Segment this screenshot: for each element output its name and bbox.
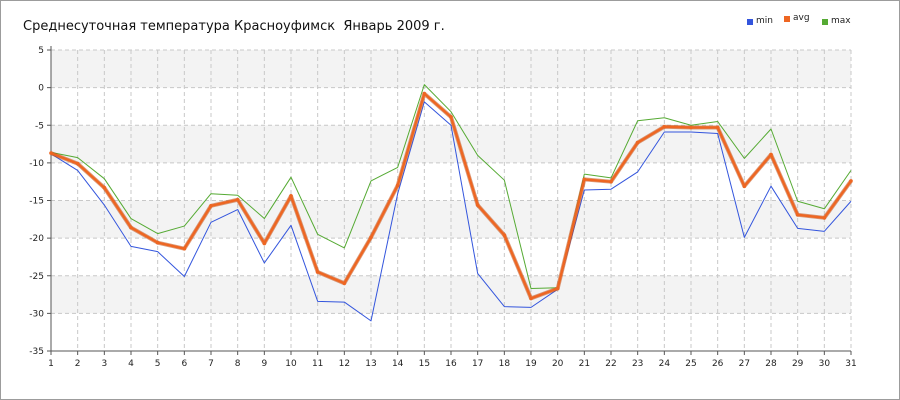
legend-swatch-max [822, 19, 828, 25]
y-tick-label: -35 [29, 347, 44, 357]
y-tick-label: -5 [35, 121, 44, 131]
x-tick-label: 20 [552, 359, 564, 369]
data-point-avg [529, 296, 533, 301]
chart-title: Среднесуточная температура Красноуфимск … [23, 19, 445, 34]
x-tick-label: 6 [181, 359, 187, 369]
x-tick-label: 30 [819, 359, 831, 369]
legend-label-min: min [756, 16, 773, 26]
data-point-avg [582, 177, 587, 182]
x-tick-label: 5 [155, 359, 161, 369]
x-tick-label: 23 [632, 359, 643, 369]
data-point-avg [262, 241, 267, 246]
data-point-avg [182, 246, 187, 251]
legend-swatch-avg [784, 16, 790, 22]
x-tick-label: 1 [48, 359, 54, 369]
x-tick-label: 31 [845, 359, 856, 369]
x-tick-label: 15 [419, 359, 430, 369]
x-tick-label: 19 [525, 359, 537, 369]
data-point-avg [769, 152, 773, 157]
data-point-avg [502, 233, 507, 237]
series-line-max [50, 84, 852, 290]
x-tick-label: 8 [235, 359, 241, 369]
data-point-avg [342, 281, 347, 286]
data-point-avg [555, 286, 560, 291]
legend-label-max: max [831, 16, 851, 26]
data-point-avg [795, 212, 800, 217]
x-tick-label: 7 [208, 359, 214, 369]
x-tick-label: 26 [712, 359, 724, 369]
x-tick-label: 4 [128, 359, 134, 369]
data-point-avg [849, 179, 853, 183]
x-tick-label: 9 [261, 359, 267, 369]
x-tick-label: 14 [392, 359, 404, 369]
y-tick-label: 0 [38, 84, 44, 94]
x-tick-label: 11 [312, 359, 323, 369]
x-tick-label: 13 [365, 359, 376, 369]
x-tick-label: 29 [792, 359, 804, 369]
x-tick-label: 25 [685, 359, 696, 369]
x-tick-label: 17 [472, 359, 483, 369]
data-point-avg [475, 203, 480, 207]
data-point-avg [395, 183, 400, 188]
data-point-avg [662, 124, 667, 129]
data-point-avg [209, 203, 213, 208]
y-tick-label: -30 [29, 309, 44, 319]
legend-swatch-min [747, 19, 753, 25]
x-tick-label: 28 [765, 359, 777, 369]
data-point-avg [289, 194, 293, 198]
x-tick-label: 3 [101, 359, 107, 369]
data-point-avg [315, 270, 320, 274]
x-tick-label: 18 [499, 359, 511, 369]
data-point-avg [422, 91, 427, 96]
x-tick-label: 24 [659, 359, 671, 369]
data-point-avg [689, 125, 693, 130]
x-tick-label: 21 [579, 359, 590, 369]
data-point-avg [742, 184, 747, 189]
data-point-avg [75, 161, 80, 166]
series-line-min [50, 101, 852, 322]
data-point-avg [715, 125, 720, 130]
data-point-avg [822, 216, 827, 220]
y-tick-label: -20 [29, 234, 44, 244]
data-point-avg [635, 140, 640, 145]
data-point-avg [49, 151, 53, 155]
legend-label-avg: avg [793, 13, 810, 23]
data-point-avg [129, 225, 133, 230]
data-point-avg [155, 240, 160, 245]
x-tick-label: 2 [75, 359, 81, 369]
y-tick-label: -15 [29, 197, 44, 207]
data-point-avg [449, 115, 453, 119]
x-tick-label: 22 [605, 359, 616, 369]
y-tick-label: -25 [29, 272, 44, 282]
x-tick-label: 16 [445, 359, 457, 369]
x-tick-label: 10 [285, 359, 297, 369]
data-point-avg [369, 235, 373, 240]
data-point-avg [102, 185, 107, 190]
x-tick-label: 27 [739, 359, 750, 369]
data-point-avg [235, 197, 240, 202]
y-tick-label: -10 [29, 159, 44, 169]
x-tick-label: 12 [339, 359, 350, 369]
y-tick-label: 5 [38, 46, 44, 56]
data-point-avg [609, 179, 613, 184]
